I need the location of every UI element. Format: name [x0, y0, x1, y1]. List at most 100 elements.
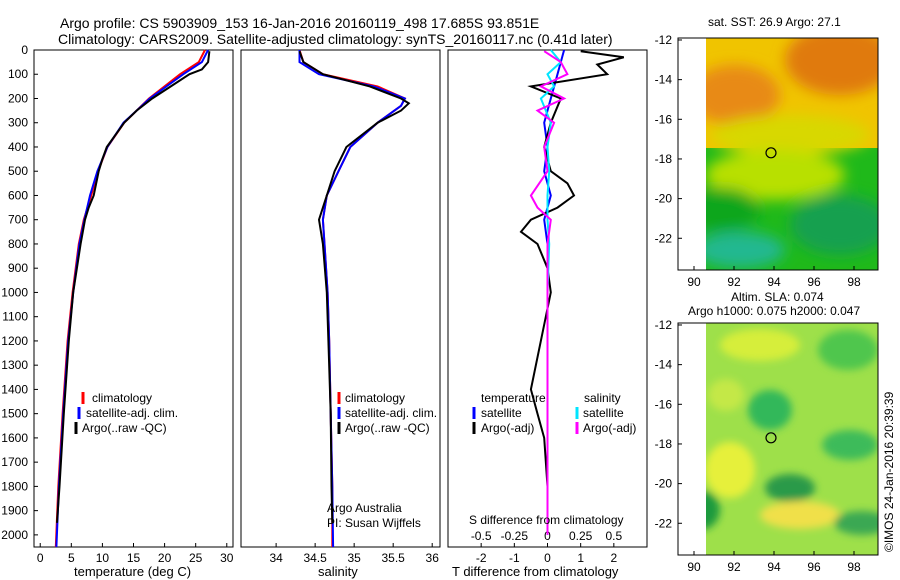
salinity-legend: climatology satellite-adj. clim. Argo(..… — [327, 391, 437, 530]
depth-tick-label: 1100 — [2, 310, 28, 324]
map-y-tick-label: -14 — [655, 358, 673, 372]
argo-line — [298, 50, 411, 523]
x-tick-label: 0 — [37, 551, 44, 565]
salinity-axis-label: salinity — [318, 564, 358, 579]
legend-heading-temperature: temperature — [481, 391, 546, 405]
salinity-panel — [240, 49, 441, 548]
depth-tick-label: 100 — [8, 67, 28, 81]
legend-label-satellite: satellite-adj. clim. — [345, 406, 437, 420]
legend-label-s-argo: Argo(-adj) — [583, 421, 636, 435]
x-tick-label: 35 — [347, 551, 361, 565]
s-difference-axis-label: S difference from climatology — [469, 513, 624, 527]
sla-map-subtitle: Argo h1000: 0.075 h2000: 0.047 — [688, 304, 860, 318]
figure-title-line2: Climatology: CARS2009. Satellite-adjuste… — [58, 31, 613, 47]
depth-tick-label: 1200 — [1, 334, 28, 348]
depth-tick-label: 400 — [8, 140, 28, 154]
map-x-tick-label: 98 — [847, 275, 861, 289]
temperature-panel — [33, 49, 234, 548]
map-x-tick-label: 94 — [767, 560, 781, 574]
sst-map-title: sat. SST: 26.9 Argo: 27.1 — [708, 15, 841, 29]
legend-label-argo: Argo(..raw -QC) — [82, 421, 167, 435]
x-tick-label: 2 — [610, 551, 617, 565]
top-x-tick-label: 0 — [544, 529, 551, 543]
x-tick-label: 25 — [189, 551, 203, 565]
argo-line — [56, 51, 211, 523]
top-x-tick-label: -0.25 — [501, 529, 529, 543]
depth-tick-label: 1900 — [1, 504, 28, 518]
x-tick-label: 30 — [220, 551, 234, 565]
sst-map-frame — [677, 37, 879, 271]
legend-label-s-satellite: satellite — [583, 406, 624, 420]
depth-tick-label: 1400 — [1, 382, 28, 396]
x-tick-label: -2 — [476, 551, 487, 565]
map-x-tick-label: 98 — [847, 560, 861, 574]
difference-x-axis: -2 -1 0 1 2 -0.5 -0.25 0 0.25 0.5 — [471, 529, 623, 565]
depth-tick-label: 200 — [8, 91, 28, 105]
temperature-axis-label: temperature (deg C) — [74, 564, 191, 579]
map-y-tick-label: -18 — [655, 437, 673, 451]
map-y-tick-label: -22 — [655, 231, 673, 245]
depth-tick-label: 700 — [8, 213, 28, 227]
sla-map-frame — [677, 322, 879, 556]
top-x-tick-label: 0.25 — [569, 529, 593, 543]
legend-label-argo: Argo(..raw -QC) — [345, 421, 430, 435]
s-argo-line — [529, 50, 569, 535]
legend-label-t-argo: Argo(-adj) — [481, 421, 534, 435]
t-argo-line — [519, 50, 625, 523]
pi-note: PI: Susan Wijffels — [327, 516, 421, 530]
legend-label-satellite: satellite-adj. clim. — [86, 406, 178, 420]
x-tick-label: -1 — [509, 551, 520, 565]
temperature-series — [54, 49, 211, 548]
map-x-tick-label: 90 — [687, 560, 701, 574]
depth-tick-label: 900 — [8, 261, 28, 275]
legend-label-climatology: climatology — [92, 391, 152, 405]
sst-map-axes: 90 92 94 96 98 -12 -14 -16 -18 -20 -22 — [655, 33, 861, 289]
map-y-tick-label: -14 — [655, 73, 673, 87]
legend-label-climatology: climatology — [345, 391, 405, 405]
depth-tick-label: 1500 — [1, 407, 28, 421]
map-y-tick-label: -12 — [655, 318, 673, 332]
map-x-tick-label: 96 — [807, 560, 821, 574]
depth-tick-label: 300 — [8, 116, 28, 130]
difference-series — [519, 49, 625, 535]
depth-tick-label: 1800 — [1, 479, 28, 493]
map-y-tick-label: -22 — [655, 516, 673, 530]
t-difference-axis-label: T difference from climatology — [452, 564, 619, 579]
x-tick-label: 10 — [96, 551, 110, 565]
depth-tick-label: 0 — [21, 43, 28, 57]
x-tick-label: 34 — [269, 551, 283, 565]
map-x-tick-label: 96 — [807, 275, 821, 289]
depth-axis: 0 100 200 300 400 500 600 700 800 900 1000 1100 1200… — [1, 43, 38, 542]
sla-map-axes: 90 92 94 96 98 -12 -14 -16 -18 -20 -22 — [655, 318, 861, 574]
map-x-tick-label: 92 — [727, 560, 741, 574]
salinity-x-axis: 34 34.5 35 35.5 36 — [269, 543, 439, 565]
x-tick-label: 1 — [577, 551, 584, 565]
salinity-series — [298, 49, 411, 548]
figure-title-line1: Argo profile: CS 5903909_153 16-Jan-2016… — [60, 15, 539, 31]
map-y-tick-label: -16 — [655, 112, 673, 126]
x-tick-label: 36 — [426, 551, 440, 565]
difference-legend: temperature salinity satellite Argo(-adj… — [472, 391, 636, 435]
legend-heading-salinity: salinity — [584, 391, 621, 405]
sla-heatmap — [678, 323, 878, 555]
map-x-tick-label: 94 — [767, 275, 781, 289]
depth-tick-label: 1700 — [1, 455, 28, 469]
x-tick-label: 15 — [127, 551, 141, 565]
map-y-tick-label: -20 — [655, 192, 673, 206]
map-x-tick-label: 90 — [687, 275, 701, 289]
map-y-tick-label: -20 — [655, 477, 673, 491]
sst-argo-marker — [765, 147, 777, 159]
depth-tick-label: 1000 — [1, 285, 28, 299]
sla-argo-marker — [765, 432, 777, 444]
sla-map-title: Altim. SLA: 0.074 — [731, 290, 824, 304]
top-x-tick-label: -0.5 — [471, 529, 492, 543]
top-x-tick-label: 0.5 — [605, 529, 622, 543]
temperature-legend: climatology satellite-adj. clim. Argo(..… — [74, 391, 178, 435]
sst-heatmap — [678, 38, 878, 270]
x-tick-label: 34.5 — [303, 551, 327, 565]
depth-tick-label: 1600 — [1, 431, 28, 445]
argo-australia-note: Argo Australia — [327, 501, 402, 515]
depth-tick-label: 1300 — [1, 358, 28, 372]
depth-tick-label: 500 — [8, 164, 28, 178]
